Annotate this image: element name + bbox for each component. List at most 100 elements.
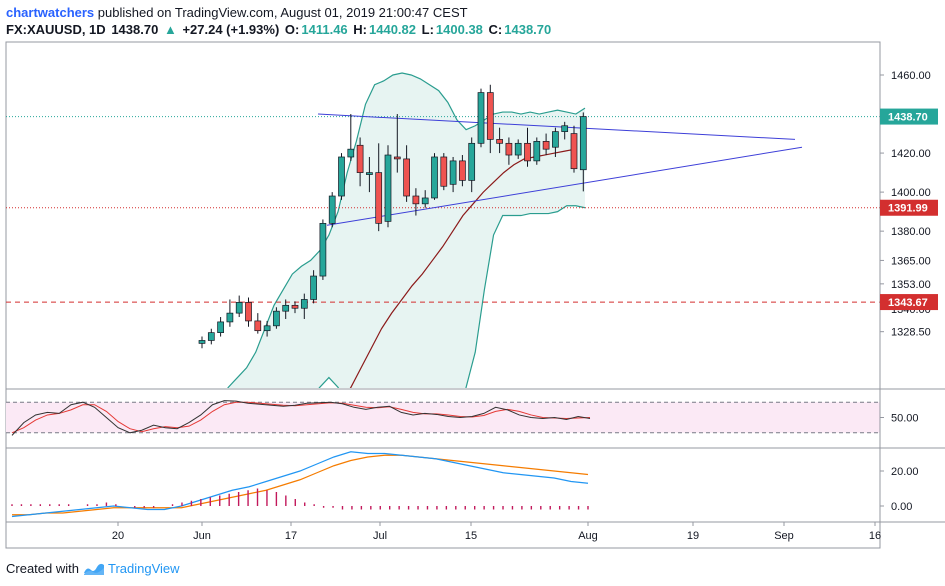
publish-info: chartwatchers published on TradingView.c…: [6, 5, 468, 20]
candle: [459, 155, 466, 187]
symbol-label: FX:XAUUSD, 1D: [6, 22, 106, 37]
tradingview-logo-icon: [83, 563, 104, 575]
candle: [496, 127, 503, 154]
price-pane[interactable]: [6, 72, 880, 534]
chart-frame: [5, 41, 945, 549]
author-link[interactable]: chartwatchers: [6, 5, 95, 20]
candle: [431, 153, 438, 200]
candle: [347, 114, 355, 161]
price-tag-label: 1438.70: [888, 112, 928, 124]
candle-body: [505, 142, 513, 156]
candle-body: [291, 304, 299, 309]
candle: [207, 328, 215, 345]
candle-body: [440, 156, 448, 187]
price-tick-label: 1400.00: [891, 187, 931, 199]
candle-body: [356, 144, 364, 173]
candle: [291, 301, 299, 314]
last-price: 1438.70: [111, 22, 159, 37]
candle: [561, 121, 569, 140]
candle-body: [207, 332, 215, 341]
candle-body: [421, 197, 429, 205]
stochastic-pane[interactable]: [6, 400, 880, 436]
published-text: published on TradingView.com, August 01,…: [94, 5, 468, 20]
candle-body: [235, 302, 243, 314]
candle: [477, 88, 485, 148]
close-value: 1438.70: [504, 22, 552, 37]
candle: [421, 190, 429, 208]
price-tick-label: 1460.00: [891, 70, 931, 82]
candle-body: [245, 302, 252, 322]
stochastic-tick-label: 50.00: [891, 413, 919, 425]
candle-body: [552, 131, 559, 148]
up-arrow-icon: ▲: [163, 22, 177, 37]
macd-tick-label: 0.00: [891, 501, 912, 513]
low-label: L:: [421, 22, 434, 37]
price-tick-label: 1365.00: [891, 255, 931, 267]
candle: [310, 270, 317, 304]
candle-body: [496, 139, 503, 144]
candle: [403, 145, 410, 202]
stochastic-k-line: [11, 400, 591, 436]
time-tick-label: Jun: [193, 530, 211, 542]
bollinger-lower-line: [318, 205, 586, 388]
time-tick-label: Sep: [774, 530, 794, 542]
candle: [217, 317, 224, 337]
low-value: 1400.38: [435, 22, 483, 37]
candle-body: [403, 158, 410, 197]
macd-tick-label: 20.00: [891, 466, 919, 478]
candle: [319, 219, 327, 280]
bollinger-fill: [227, 73, 585, 388]
candle: [393, 114, 401, 173]
candle: [226, 299, 234, 327]
candle: [273, 307, 280, 329]
candle-body: [449, 160, 457, 185]
macd-line: [11, 451, 589, 518]
open-value: 1411.46: [301, 22, 348, 37]
candle-body: [300, 299, 308, 309]
close-label: C:: [488, 22, 503, 37]
candle-body: [459, 160, 466, 181]
high-label: H:: [353, 22, 367, 37]
candle: [254, 313, 262, 334]
candle-body: [254, 320, 262, 332]
candle-body: [486, 92, 494, 140]
candle-body: [217, 321, 224, 333]
candle: [579, 112, 587, 192]
candle: [542, 133, 550, 156]
ohlc-legend: FX:XAUUSD, 1D 1438.70 ▲ +27.24 (+1.93%) …: [6, 22, 553, 37]
candle-body: [328, 195, 336, 224]
candle-body: [338, 156, 345, 197]
price-tick-label: 1380.00: [891, 226, 931, 238]
time-tick-label: 15: [465, 530, 477, 542]
candle: [300, 293, 308, 319]
candle: [514, 139, 522, 159]
candle: [486, 84, 494, 154]
candle-body: [477, 92, 485, 144]
candle: [198, 336, 206, 349]
candle: [412, 188, 420, 216]
candle-body: [282, 304, 290, 312]
candle-body: [273, 310, 280, 327]
time-tick-label: 17: [285, 530, 297, 542]
stochastic-band: [6, 402, 880, 433]
candle-body: [310, 275, 317, 300]
created-with-text: Created with: [6, 561, 79, 576]
candle-body: [366, 172, 373, 175]
candle: [328, 192, 336, 228]
candle: [245, 297, 252, 327]
candle-body: [393, 156, 401, 160]
candle: [375, 143, 383, 232]
candle-body: [524, 142, 531, 162]
macd-pane[interactable]: [11, 451, 589, 518]
candle: [440, 153, 448, 191]
price-tick-label: 1420.00: [891, 148, 931, 160]
candle-body: [579, 116, 587, 171]
candle-body: [319, 222, 327, 277]
candle: [570, 125, 578, 173]
macd-signal-line: [12, 454, 589, 516]
candle-body: [384, 154, 392, 222]
candle: [524, 127, 531, 167]
tradingview-brand[interactable]: TradingView: [107, 561, 180, 576]
candle: [338, 153, 345, 200]
